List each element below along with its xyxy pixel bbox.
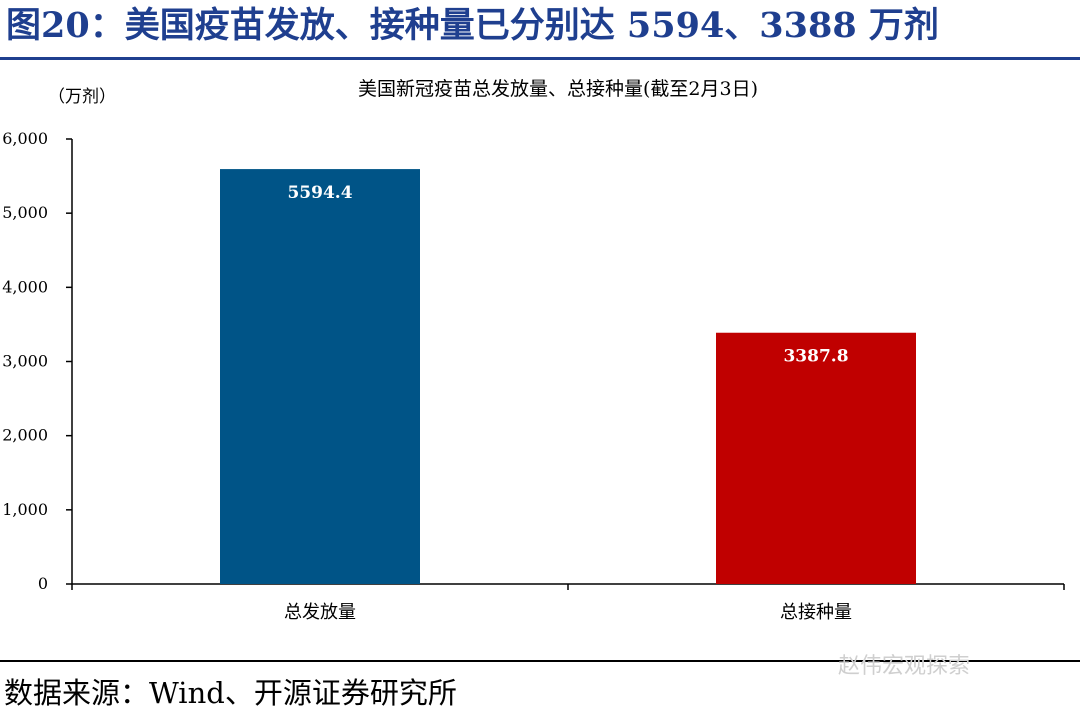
chart-title: 美国新冠疫苗总发放量、总接种量(截至2月3日) <box>358 78 758 100</box>
y-tick-label: 4,000 <box>2 277 48 296</box>
y-tick-label: 3,000 <box>2 352 48 371</box>
y-tick-label: 1,000 <box>2 500 48 519</box>
data-label: 5594.4 <box>287 183 352 203</box>
x-category-label: 总接种量 <box>780 602 852 623</box>
bottom-divider <box>0 660 1080 662</box>
y-tick-label: 0 <box>38 574 48 593</box>
y-tick-label: 2,000 <box>2 426 48 445</box>
wechat-watermark: 赵伟宏观探索 <box>838 654 971 679</box>
bar <box>220 169 420 584</box>
data-label: 3387.8 <box>783 347 848 367</box>
source-note: 数据来源：Wind、开源证券研究所 <box>4 676 457 710</box>
y-tick-label: 5,000 <box>2 203 48 222</box>
y-tick-label: 6,000 <box>2 129 48 148</box>
bar <box>716 332 916 584</box>
x-category-label: 总发放量 <box>284 602 356 623</box>
y-unit-label: （万剂） <box>48 87 116 107</box>
bar-chart: 美国新冠疫苗总发放量、总接种量(截至2月3日) （万剂） 0 1,000 2,000… <box>2 78 1065 623</box>
top-divider <box>0 57 1080 60</box>
figure-title: 图20：美国疫苗发放、接种量已分别达 5594、3388 万剂 <box>6 5 939 46</box>
plot-area: 0 1,000 2,000 3,000 4,000 5,000 6,000 5594.4 总发放… <box>2 129 1065 623</box>
